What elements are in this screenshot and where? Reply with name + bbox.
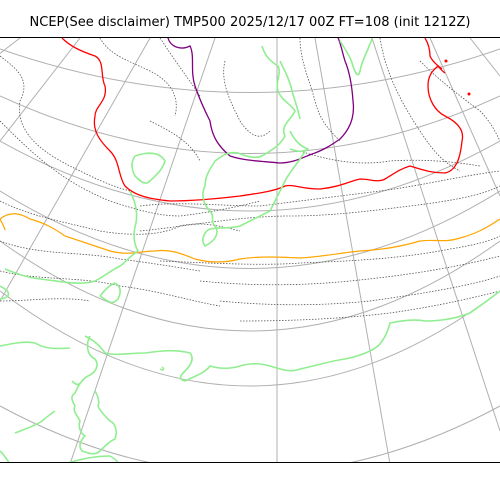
isotherm-purple	[167, 38, 355, 164]
isotherm-orange	[0, 213, 500, 263]
graticule-longitude	[0, 38, 500, 462]
map-panel	[0, 37, 500, 463]
coastlines	[0, 38, 500, 462]
isotherms-dotted	[0, 38, 500, 322]
graticule-latitude	[0, 48, 500, 462]
isotherm-red	[61, 38, 471, 202]
map-canvas	[0, 38, 500, 462]
map-title: NCEP(See disclaimer) TMP500 2025/12/17 0…	[29, 15, 471, 30]
